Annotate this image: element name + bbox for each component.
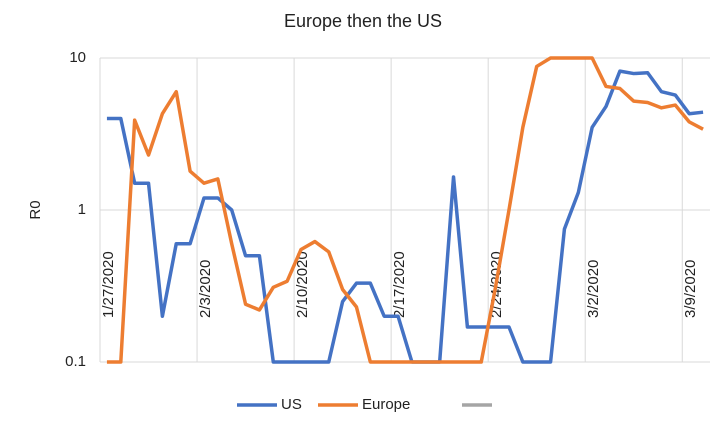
y-tick-label: 0.1 <box>65 353 86 370</box>
x-tick-label: 2/17/2020 <box>391 251 408 318</box>
legend-label: US <box>281 396 302 413</box>
data-line <box>106 69 704 364</box>
x-tick-label: 3/9/2020 <box>682 260 699 318</box>
y-axis-label: R0 <box>27 200 44 219</box>
chart-title: Europe then the US <box>284 11 442 31</box>
data-line <box>106 56 704 364</box>
x-tick-label: 3/2/2020 <box>585 260 602 318</box>
y-tick-label: 10 <box>69 49 86 66</box>
legend-label: Europe <box>362 396 410 413</box>
x-tick-label: 2/3/2020 <box>197 260 214 318</box>
x-tick-label: 2/10/2020 <box>294 251 311 318</box>
y-tick-label: 1 <box>78 201 86 218</box>
x-tick-label: 1/27/2020 <box>100 251 117 318</box>
